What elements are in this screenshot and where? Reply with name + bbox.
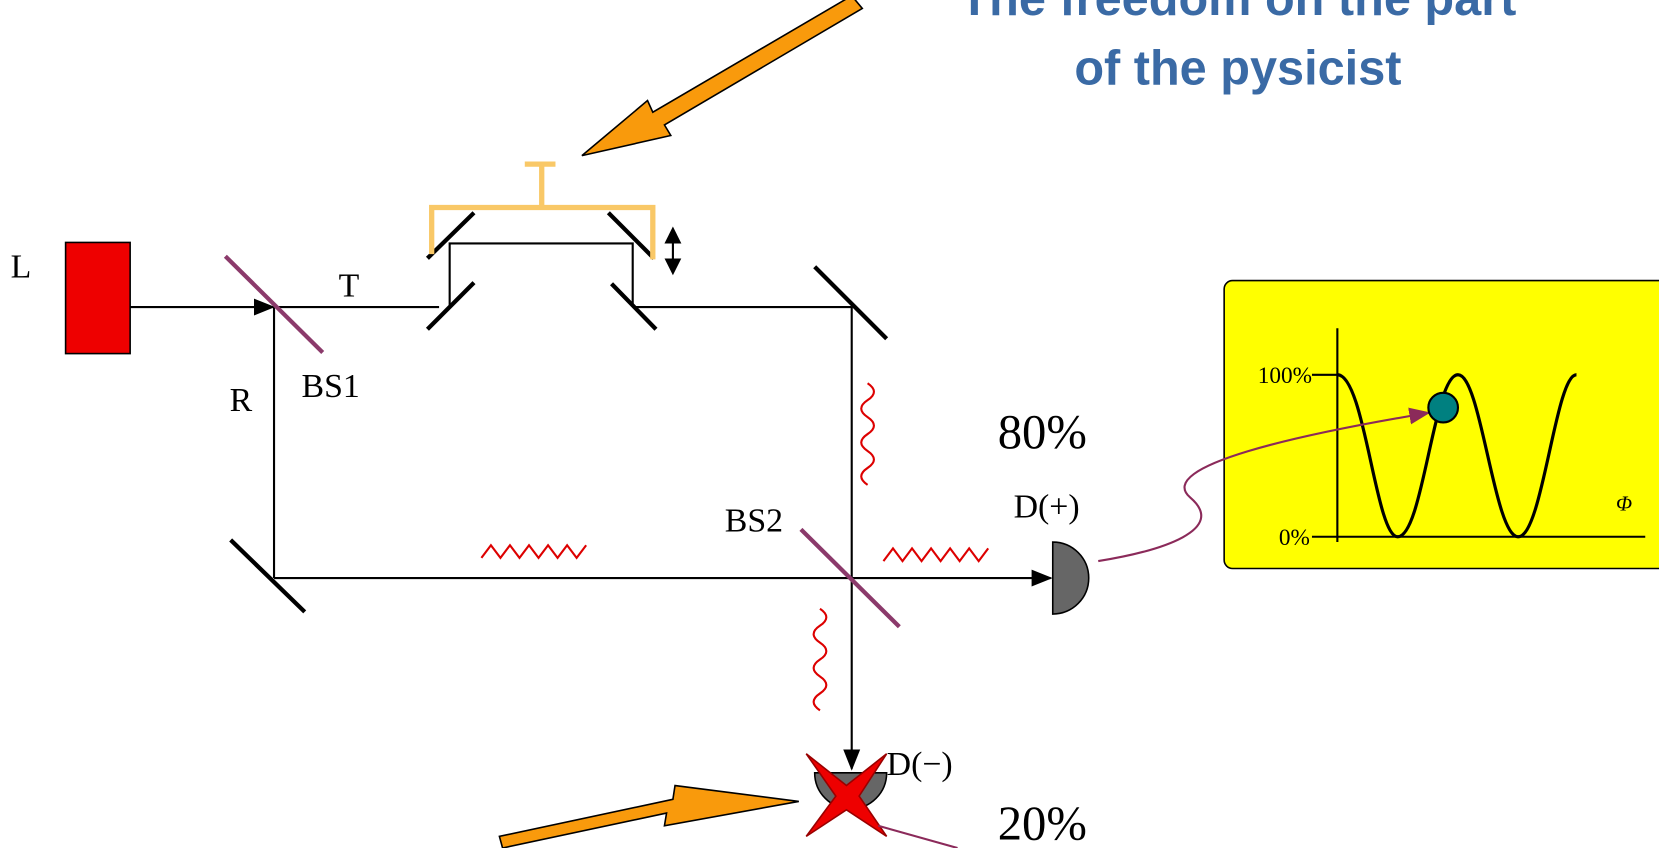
- link: [877, 824, 958, 848]
- label: 80%: [998, 405, 1087, 459]
- cross: [805, 753, 888, 838]
- wave: [812, 607, 828, 712]
- beam-splitter: [799, 527, 901, 629]
- labels: L T R BS1 BS2 80% D(+) D(−) 20%: [11, 248, 1087, 848]
- label: L: [11, 248, 32, 285]
- laser: [64, 241, 131, 355]
- label: BS1: [302, 368, 360, 405]
- mirror: [610, 282, 658, 331]
- title: The freedom on the part of the pysicist: [959, 0, 1516, 96]
- dot: [1427, 391, 1460, 424]
- wave: [480, 543, 587, 560]
- orange-arrow: [498, 784, 799, 848]
- graph-label: 0%: [1279, 525, 1310, 551]
- waves: [480, 382, 990, 712]
- label: D(−): [887, 746, 953, 783]
- link: [1098, 407, 1431, 563]
- title-line: The freedom on the part: [959, 0, 1516, 26]
- graph-label: 100%: [1258, 363, 1312, 389]
- label: 20%: [998, 797, 1087, 848]
- setup: [64, 0, 1090, 848]
- label: R: [230, 382, 253, 419]
- beam-splitter: [223, 254, 325, 355]
- label: D(+): [1014, 489, 1080, 526]
- label: T: [339, 267, 360, 304]
- title-line: of the pysicist: [1074, 42, 1401, 96]
- delay-bracket: [429, 161, 656, 260]
- beam: [448, 242, 634, 308]
- mirror: [425, 281, 476, 331]
- mirror: [425, 211, 476, 260]
- wave: [860, 382, 875, 486]
- graph-label: Φ: [1616, 491, 1632, 515]
- label: BS2: [725, 502, 783, 539]
- mirror: [606, 211, 656, 260]
- mirror: [229, 538, 307, 614]
- graph: 100% 0% Φ: [1098, 279, 1659, 570]
- wave: [882, 546, 990, 563]
- detector: [1051, 541, 1090, 615]
- orange-arrow: [581, 0, 864, 157]
- graph-box: [1223, 279, 1659, 570]
- mirror: [813, 265, 889, 341]
- mirrors: [229, 211, 889, 614]
- curve: [1336, 373, 1578, 539]
